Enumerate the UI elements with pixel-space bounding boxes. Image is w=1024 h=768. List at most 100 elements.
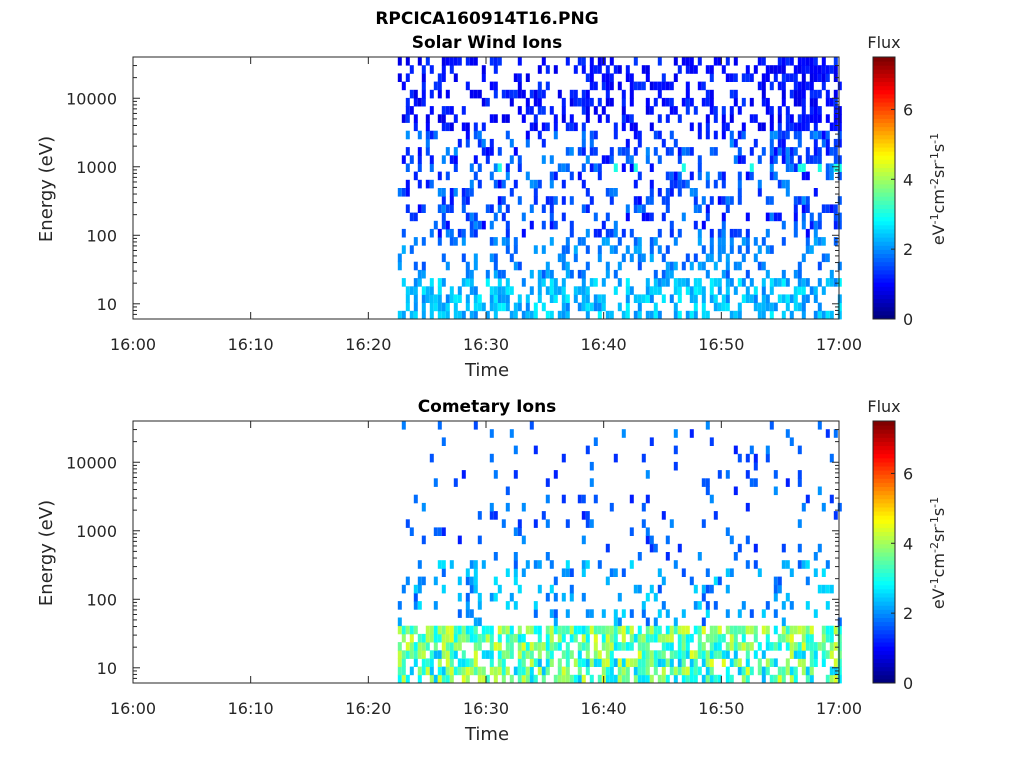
heatmap-cell: [641, 212, 646, 222]
heatmap-cell: [785, 147, 790, 156]
heatmap-cell: [649, 294, 654, 303]
heatmap-cell: [653, 625, 658, 635]
heatmap-cell: [493, 179, 498, 189]
heatmap-cell: [729, 106, 734, 115]
heatmap-cell: [525, 625, 530, 635]
heatmap-cell: [705, 171, 710, 181]
heatmap-cell: [437, 294, 442, 303]
heatmap-cell: [657, 155, 662, 164]
heatmap-cell: [413, 261, 418, 271]
heatmap-cell: [781, 560, 786, 569]
heatmap-cell: [509, 97, 514, 107]
heatmap-cell: [741, 601, 746, 610]
heatmap-cell: [837, 502, 842, 512]
heatmap-cell: [697, 204, 702, 213]
heatmap-cell: [421, 502, 426, 512]
colorbar-segment: [873, 228, 895, 234]
colorbar-segment: [873, 478, 895, 483]
heatmap-cell: [657, 674, 662, 684]
colorbar-segment: [873, 73, 895, 78]
heatmap-cell: [609, 502, 614, 512]
heatmap-cell: [585, 625, 590, 635]
heatmap-cell: [685, 89, 690, 99]
heatmap-cell: [821, 568, 826, 577]
heatmap-cell: [545, 519, 550, 528]
heatmap-cell: [733, 228, 738, 238]
heatmap-cell: [769, 130, 774, 140]
heatmap-cell: [589, 278, 594, 287]
heatmap-cell: [545, 494, 550, 504]
heatmap-cell: [613, 130, 618, 140]
heatmap-cell: [561, 179, 566, 189]
heatmap-cell: [661, 73, 666, 82]
heatmap-cell: [781, 155, 786, 164]
heatmap-cell: [705, 568, 710, 577]
heatmap-cell: [509, 429, 514, 438]
colorbar-segment: [873, 261, 895, 267]
heatmap-cell: [573, 65, 578, 74]
heatmap-cell: [533, 114, 538, 123]
heatmap-cell: [793, 81, 798, 91]
heatmap-cell: [525, 650, 530, 659]
heatmap-cell: [545, 642, 550, 651]
heatmap-cell: [805, 576, 810, 586]
heatmap-cell: [421, 269, 426, 279]
colorbar-tick-label: 2: [903, 240, 913, 259]
heatmap-cell: [481, 122, 486, 132]
heatmap-cell: [729, 228, 734, 238]
colorbar-segment: [873, 515, 895, 520]
heatmap-cell: [549, 220, 554, 230]
heatmap-cell: [653, 592, 658, 602]
heatmap-cell: [465, 601, 470, 610]
heatmap-cell: [441, 106, 446, 115]
heatmap-cell: [765, 196, 770, 205]
heatmap-cell: [677, 188, 682, 197]
heatmap-cell: [833, 642, 838, 651]
colorbar-segment: [873, 494, 895, 500]
heatmap-cell: [741, 155, 746, 164]
heatmap-cell: [461, 633, 466, 643]
heatmap-cell: [797, 560, 802, 569]
heatmap-cell: [545, 310, 550, 320]
heatmap-cell: [513, 568, 518, 577]
heatmap-cell: [793, 122, 798, 132]
heatmap-cell: [413, 171, 418, 181]
heatmap-cell: [673, 674, 678, 684]
heatmap-cell: [597, 625, 602, 635]
heatmap-cell: [409, 642, 414, 651]
heatmap-cell: [833, 163, 838, 172]
heatmap-cell: [737, 609, 742, 618]
heatmap-cell: [805, 278, 810, 287]
heatmap-cell: [513, 666, 518, 676]
heatmap-cell: [649, 543, 654, 553]
heatmap-cell: [641, 666, 646, 676]
heatmap-cell: [769, 286, 774, 295]
heatmap-cell: [797, 269, 802, 279]
heatmap-cell: [689, 65, 694, 74]
heatmap-cell: [793, 97, 798, 107]
heatmap-cell: [665, 278, 670, 287]
heatmap-cell: [489, 237, 494, 246]
heatmap-cell: [493, 294, 498, 303]
heatmap-cell: [493, 642, 498, 651]
heatmap-cell: [465, 130, 470, 140]
heatmap-cell: [489, 650, 494, 659]
heatmap-cell: [825, 674, 830, 684]
heatmap-cell: [477, 511, 482, 520]
heatmap-cell: [833, 89, 838, 99]
heatmap-cell: [637, 584, 642, 594]
heatmap-cell: [453, 237, 458, 246]
heatmap-cell: [653, 147, 658, 156]
heatmap-cell: [725, 666, 730, 676]
heatmap-cell: [725, 568, 730, 577]
heatmap-cell: [501, 237, 506, 246]
heatmap-cell: [713, 179, 718, 189]
heatmap-cell: [429, 310, 434, 320]
heatmap-cell: [649, 163, 654, 172]
colorbar-segment: [873, 621, 895, 627]
heatmap-cell: [653, 543, 658, 553]
heatmap-cell: [785, 592, 790, 602]
heatmap-cell: [421, 294, 426, 303]
heatmap-cell: [609, 650, 614, 659]
heatmap-cell: [737, 188, 742, 197]
